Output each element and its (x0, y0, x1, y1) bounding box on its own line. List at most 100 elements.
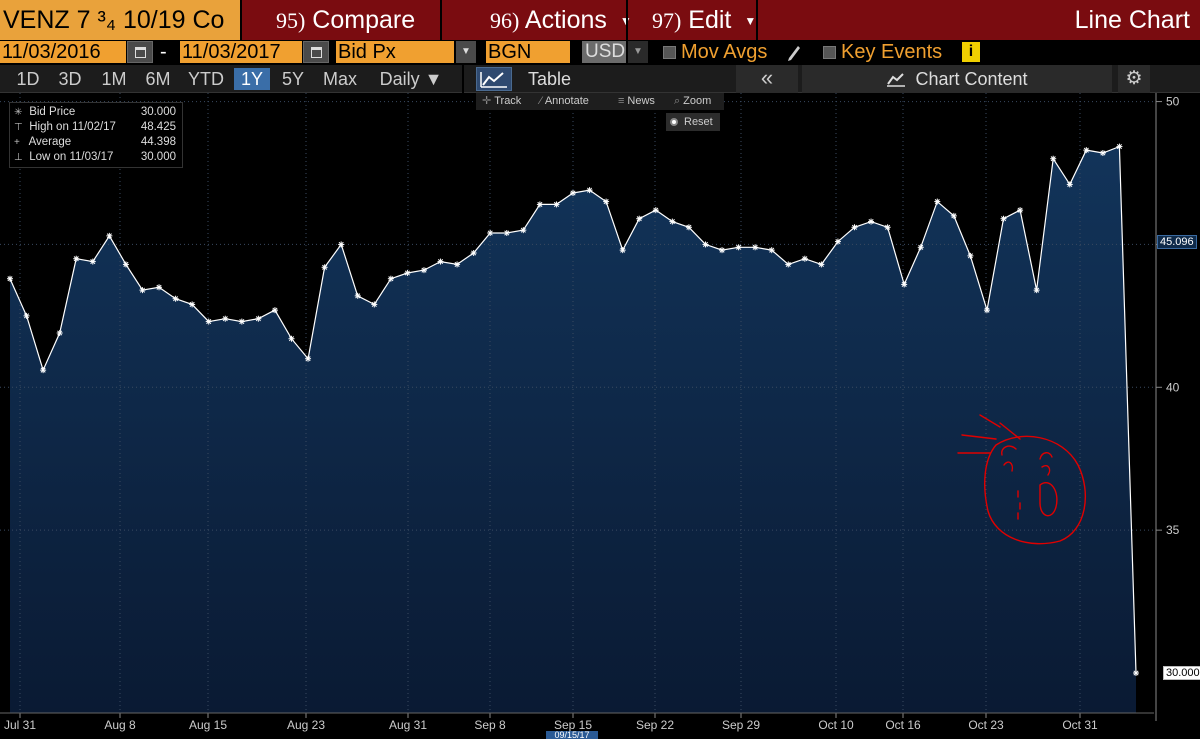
title-spacer (756, 0, 1200, 40)
range-6m[interactable]: 6M (145, 69, 171, 89)
settings-button[interactable]: ⚙ (1118, 65, 1150, 93)
range-1d[interactable]: 1D (16, 69, 40, 89)
reset-icon (670, 118, 678, 126)
actions-label: Actions (524, 6, 607, 34)
title-bar: VENZ 7 ³₄ 10/19 Co 95) Compare 96) Actio… (0, 0, 1200, 40)
data-point-marker (752, 244, 759, 251)
calendar-icon (135, 47, 146, 58)
data-point-marker (702, 241, 709, 248)
range-1m[interactable]: 1M (101, 69, 127, 89)
data-point-marker (222, 315, 229, 322)
crosshair-icon: ✛ (482, 95, 492, 107)
collapse-panel-button[interactable]: « (736, 65, 798, 93)
chevron-down-icon: ▼ (744, 14, 757, 29)
chart-content-button[interactable]: Chart Content (802, 65, 1112, 93)
data-point-marker (156, 284, 163, 291)
range-max[interactable]: Max (322, 69, 357, 89)
zoom-tool[interactable]: ⌕ Zoom (674, 93, 711, 110)
pen-icon[interactable] (786, 43, 802, 61)
data-point-marker (884, 224, 891, 231)
data-point-marker (1050, 155, 1057, 162)
reset-button[interactable]: Reset (666, 113, 720, 131)
high-marker-icon: ⊤ (14, 122, 23, 133)
y-tick-label: 40 (1166, 380, 1180, 394)
mov-avgs-checkbox[interactable] (663, 46, 676, 59)
legend-label: Low on 11/03/17 (29, 151, 114, 163)
frequency-select[interactable]: Daily ▼ (379, 69, 443, 89)
data-point-marker (967, 252, 974, 259)
range-toolbar: 1D 3D 1M 6M YTD 1Y 5Y Max Daily ▼ Table … (0, 65, 1200, 93)
data-point-marker (1066, 181, 1073, 188)
data-point-marker (586, 187, 593, 194)
x-tick-label: Oct 23 (968, 718, 1004, 732)
x-tick-label: Oct 16 (885, 718, 921, 732)
data-point-marker (636, 215, 643, 222)
y-tick-label: 35 (1166, 523, 1180, 537)
data-point-marker (834, 238, 841, 245)
data-point-marker (570, 190, 576, 196)
data-point-marker (73, 255, 80, 262)
field-dropdown-button[interactable]: ▼ (456, 41, 476, 63)
data-point-marker (950, 212, 957, 219)
data-point-marker (851, 224, 858, 231)
compare-menu[interactable]: 95) Compare (240, 0, 438, 40)
data-point-marker (371, 301, 378, 308)
data-point-marker (536, 201, 543, 208)
currency-dropdown-button[interactable]: ▼ (628, 41, 648, 63)
compare-number: 95) (276, 8, 306, 33)
source-input[interactable]: BGN (486, 41, 570, 63)
date-separator: - (160, 41, 167, 63)
chart-area[interactable]: Jul 31 Aug 8 Aug 15 Aug 23 Aug 31 Sep 8 Sep 15… (0, 93, 1200, 739)
star-marker-icon: ✳ (14, 107, 23, 118)
key-events-checkbox[interactable] (823, 46, 836, 59)
data-point-marker (437, 258, 444, 265)
data-point-marker (40, 367, 47, 374)
x-tick-label: Aug 15 (189, 718, 227, 732)
data-point-marker (487, 230, 494, 236)
price-chart[interactable]: Jul 31 Aug 8 Aug 15 Aug 23 Aug 31 Sep 8 Sep 15… (0, 93, 1200, 739)
range-3d[interactable]: 3D (58, 69, 82, 89)
legend-average: + Average 44.398 (14, 135, 180, 149)
end-calendar-button[interactable] (303, 41, 329, 63)
data-point-marker (321, 264, 328, 271)
table-view-button[interactable]: Table (528, 69, 572, 89)
x-tick-label: Sep 8 (474, 718, 506, 732)
news-tool[interactable]: ≡ News (618, 93, 655, 110)
chart-content-label: Chart Content (915, 69, 1028, 89)
crosshair-date-tag: 09/15/17 (546, 731, 598, 739)
y-tick-label: 50 (1166, 95, 1180, 109)
zoom-label: Zoom (683, 95, 712, 107)
end-date-input[interactable]: 11/03/2017 (180, 41, 302, 63)
range-5y[interactable]: 5Y (281, 69, 305, 89)
currency-select[interactable]: USD (582, 41, 626, 63)
last-price-tag: 30.000 (1163, 666, 1200, 680)
field-select[interactable]: Bid Px (336, 41, 454, 63)
x-tick-label: Aug 23 (287, 718, 325, 732)
chart-view-button[interactable] (476, 67, 512, 91)
data-point-marker (189, 301, 196, 308)
data-point-marker (106, 232, 113, 239)
data-point-marker (503, 230, 510, 236)
data-point-marker (172, 295, 179, 302)
edit-menu[interactable]: 97) Edit ▼ (626, 0, 757, 40)
ticker-field[interactable]: VENZ 7 ³₄ 10/19 Co (0, 0, 240, 40)
chevron-down-icon: ▼ (619, 14, 632, 29)
track-tool[interactable]: ✛ Track (482, 93, 521, 110)
date-range-bar: 11/03/2016 - 11/03/2017 Bid Px ▼ BGN USD… (0, 40, 1200, 65)
info-icon[interactable]: i (962, 42, 980, 62)
legend-label: Average (28, 136, 72, 148)
x-tick-label: Oct 31 (1062, 718, 1098, 732)
legend-value: 30.000 (140, 151, 176, 163)
legend-high: ⊤ High on 11/02/17 48.425 (14, 120, 180, 134)
range-ytd[interactable]: YTD (188, 69, 224, 89)
start-calendar-button[interactable] (127, 41, 153, 63)
x-tick-label: Jul 31 (4, 718, 36, 732)
start-date-input[interactable]: 11/03/2016 (0, 41, 126, 63)
annotate-tool[interactable]: ⁄ Annotate (540, 93, 589, 110)
range-1y[interactable]: 1Y (234, 68, 270, 90)
actions-menu[interactable]: 96) Actions ▼ (440, 0, 632, 40)
data-point-marker (719, 247, 726, 254)
data-point-marker (1133, 670, 1139, 676)
edit-number: 97) (652, 8, 682, 33)
data-point-marker (305, 355, 312, 362)
